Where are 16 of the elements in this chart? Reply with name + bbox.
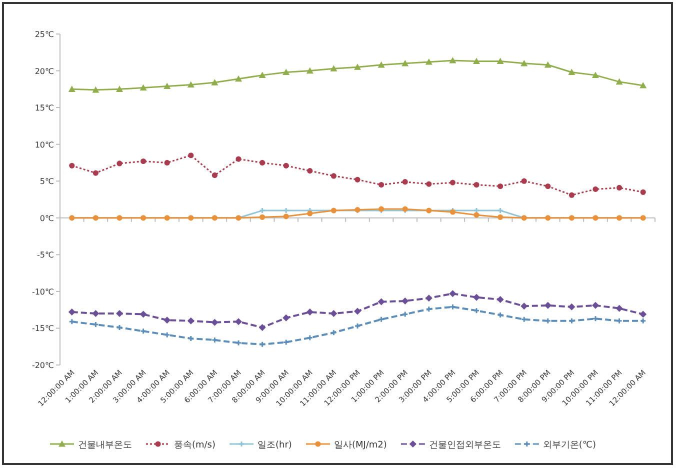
y-tick-label: -20℃ [32,361,54,370]
y-tick-label: 25℃ [34,30,54,39]
y-tick-label: -5℃ [37,250,54,260]
legend-label: 건물인접외부온도 [428,440,501,450]
y-tick-label: -15℃ [32,324,54,334]
legend-label: 외부기온(℃) [542,440,596,450]
legend-label: 일조(hr) [258,440,292,450]
legend-label: 풍속(m/s) [174,440,216,450]
y-tick-label: -10℃ [32,287,54,296]
y-tick-label: 15℃ [34,104,54,113]
y-tick-label: 0℃ [40,214,54,223]
y-tick-label: 5℃ [40,177,54,186]
y-tick-label: 10℃ [34,140,54,150]
legend-label: 건물내부온도 [78,440,132,450]
y-tick-label: 20℃ [34,66,54,76]
legend-label: 일사(MJ/m2) [334,440,387,450]
